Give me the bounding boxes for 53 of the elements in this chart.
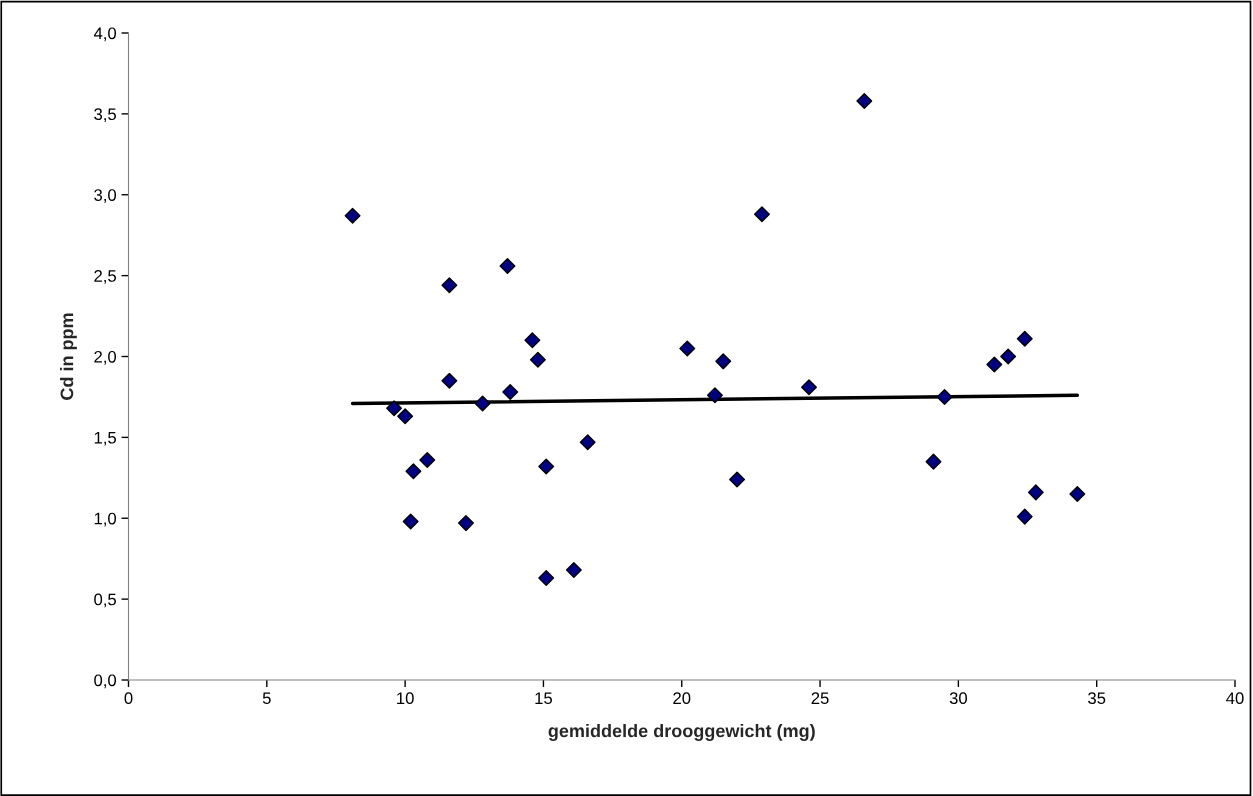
point: [538, 570, 555, 587]
point: [679, 340, 696, 357]
y-tick-label: 2,5: [94, 270, 116, 284]
x-tick-label: 20: [673, 692, 691, 705]
point: [579, 434, 596, 451]
point: [397, 408, 414, 425]
point: [499, 257, 516, 274]
y-tick-label: 3,0: [94, 189, 117, 203]
point: [925, 453, 942, 470]
point: [1027, 484, 1044, 501]
point: [458, 515, 474, 532]
y-tick-label: 0,0: [94, 674, 117, 689]
point: [419, 452, 436, 468]
point: [1000, 348, 1017, 365]
point: [441, 372, 458, 389]
point: [344, 207, 361, 224]
y-tick-label: 1,5: [94, 431, 116, 446]
point: [715, 353, 732, 370]
point: [1016, 330, 1033, 347]
y-tick-label: 1,0: [94, 512, 117, 527]
point: [502, 384, 519, 401]
point: [936, 388, 953, 405]
point: [529, 351, 546, 368]
y-tick-label: 0,5: [94, 593, 116, 608]
point: [706, 387, 723, 404]
x-tick-label: 35: [1088, 692, 1106, 705]
point: [565, 562, 582, 578]
x-tick-label: 15: [535, 692, 553, 705]
point: [753, 206, 770, 223]
x-tick-label: 10: [397, 692, 414, 705]
y-axis-title: Cd in ppm: [60, 313, 77, 400]
point: [986, 356, 1003, 373]
point: [405, 463, 422, 480]
point: [386, 400, 403, 417]
point: [474, 395, 491, 412]
point: [1069, 486, 1086, 502]
x-axis-title: gemiddelde drooggewicht (mg): [548, 724, 815, 741]
point: [538, 458, 555, 475]
x-tick-label: 0: [124, 692, 133, 705]
point: [729, 471, 746, 488]
y-tick-label: 2,0: [94, 350, 117, 365]
point: [441, 277, 458, 294]
point: [856, 92, 873, 109]
y-tick-label: 4,0: [93, 27, 117, 42]
point: [801, 379, 817, 396]
x-tick-label: 40: [1226, 692, 1244, 705]
x-tick-label: 30: [949, 692, 967, 705]
point: [524, 332, 541, 349]
point: [1016, 508, 1033, 525]
x-tick-label: 25: [811, 692, 829, 705]
point: [402, 513, 419, 530]
x-tick-label: 5: [262, 692, 271, 705]
y-tick-label: 3,5: [94, 108, 116, 123]
